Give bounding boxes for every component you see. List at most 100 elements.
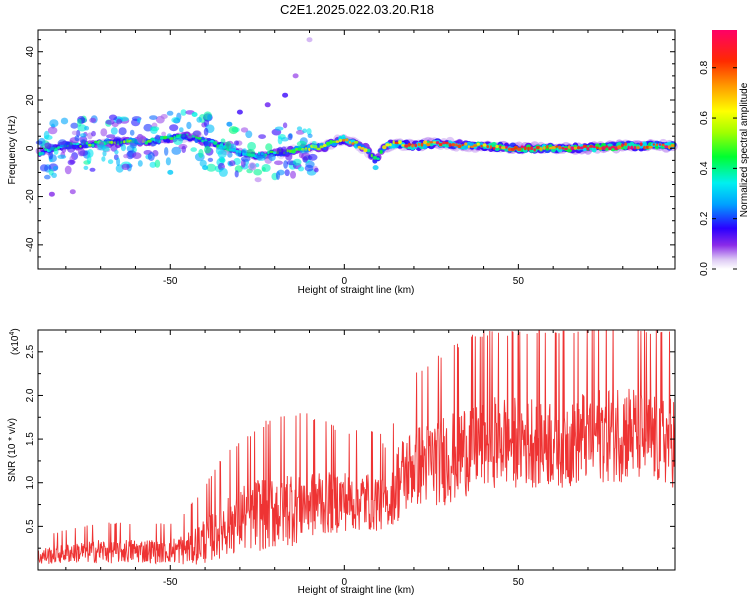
heatmap-cell: [546, 145, 549, 149]
heatmap-cell: [166, 133, 172, 138]
heatmap-cell: [165, 157, 171, 166]
heatmap-cell: [345, 138, 349, 142]
heatmap-cell: [161, 131, 167, 136]
heatmap-cell: [372, 158, 378, 164]
heatmap-cell: [77, 148, 86, 157]
heatmap-cell: [655, 143, 659, 147]
heatmap-cell: [229, 160, 236, 167]
heatmap-feature: [48, 191, 55, 197]
heatmap-cell: [192, 130, 202, 138]
heatmap-feature: [69, 189, 76, 195]
heatmap-cell: [311, 140, 317, 148]
heatmap-cell: [411, 143, 414, 148]
heatmap-cell: [171, 117, 181, 124]
heatmap-cell: [535, 145, 540, 150]
heatmap-cell: [661, 143, 665, 147]
heatmap-cell: [89, 167, 96, 172]
heatmap-cell: [442, 141, 446, 145]
heatmap-cell: [44, 135, 53, 140]
heatmap-cell: [417, 142, 420, 147]
heatmap-cell: [240, 127, 249, 133]
heatmap-cell: [267, 150, 270, 155]
heatmap-cell: [455, 143, 458, 147]
heatmap-cell: [558, 145, 562, 150]
heatmap-cell: [520, 145, 524, 149]
heatmap-cell: [154, 134, 160, 143]
heatmap-cell: [451, 143, 456, 147]
heatmap-cell: [592, 145, 596, 149]
heatmap-cell: [316, 147, 321, 151]
heatmap-cell: [480, 144, 483, 148]
heatmap-cell: [408, 142, 411, 147]
heatmap-cell: [137, 160, 143, 167]
heatmap-cell: [53, 148, 59, 155]
heatmap-cell: [83, 165, 89, 170]
heatmap-cell: [159, 136, 164, 140]
heatmap-cell: [164, 147, 169, 156]
heatmap-cell: [268, 153, 276, 162]
y-tick-label: 20: [25, 94, 36, 106]
y-tick-label: 1.5: [25, 432, 36, 446]
heatmap-cell: [414, 143, 418, 148]
heatmap-cell: [664, 145, 669, 149]
heatmap-cell: [354, 140, 359, 144]
heatmap-cell: [291, 149, 296, 154]
heatmap-cell: [595, 146, 599, 150]
heatmap-cell: [573, 146, 578, 150]
x-tick-label: -50: [163, 276, 178, 287]
heatmap-feature: [306, 37, 313, 43]
heatmap-cell: [438, 142, 443, 147]
heatmap-cell: [499, 145, 502, 149]
heatmap-cell: [49, 119, 59, 128]
heatmap-cell: [274, 126, 284, 131]
heatmap-cell: [48, 151, 54, 160]
heatmap-cell: [389, 143, 392, 147]
heatmap-cell: [514, 145, 518, 150]
heatmap-cell: [645, 145, 650, 149]
heatmap-cell: [501, 146, 506, 150]
heatmap-cell: [180, 109, 187, 116]
x-tick-label: 50: [513, 276, 525, 287]
heatmap-cell: [52, 166, 59, 171]
heatmap-cell: [185, 134, 193, 139]
heatmap-cell: [253, 168, 263, 176]
heatmap-cell: [113, 136, 122, 144]
heatmap-cell: [150, 142, 157, 147]
heatmap-feature: [372, 165, 379, 171]
heatmap-cell: [280, 146, 288, 156]
heatmap-cell: [254, 177, 262, 183]
heatmap-cell: [207, 157, 214, 162]
heatmap-cell: [105, 119, 115, 125]
heatmap-cell: [579, 146, 584, 150]
heatmap-cell: [77, 118, 82, 127]
heatmap-cell: [341, 134, 346, 140]
heatmap-cell: [282, 122, 288, 129]
heatmap-cell: [196, 116, 202, 123]
heatmap-cell: [79, 145, 82, 148]
heatmap-cell: [643, 145, 646, 150]
heatmap-cell: [351, 142, 355, 145]
y-tick-label: 40: [25, 46, 36, 58]
heatmap-cell: [120, 144, 126, 152]
heatmap-cell: [326, 141, 330, 146]
colorbar-tick-label: 0.0: [699, 262, 710, 276]
heatmap-cell: [505, 145, 508, 149]
heatmap-cell: [516, 147, 522, 152]
heatmap-cell: [277, 169, 285, 176]
heatmap-cell: [567, 145, 571, 149]
heatmap-cell: [179, 127, 184, 133]
heatmap-cell: [147, 139, 152, 143]
heatmap-cell: [255, 152, 266, 159]
heatmap-cell: [297, 166, 305, 172]
heatmap-cell: [154, 159, 161, 168]
heatmap-cell: [91, 143, 95, 148]
heatmap-cell: [598, 147, 603, 150]
heatmap-cell: [234, 170, 239, 178]
heatmap-cell: [110, 127, 118, 135]
heatmap-cell: [269, 150, 274, 154]
colorbar-tick-label: 0.4: [699, 161, 710, 175]
heatmap-cell: [217, 150, 227, 158]
heatmap-cell: [670, 144, 675, 148]
heatmap-cell: [240, 156, 251, 162]
